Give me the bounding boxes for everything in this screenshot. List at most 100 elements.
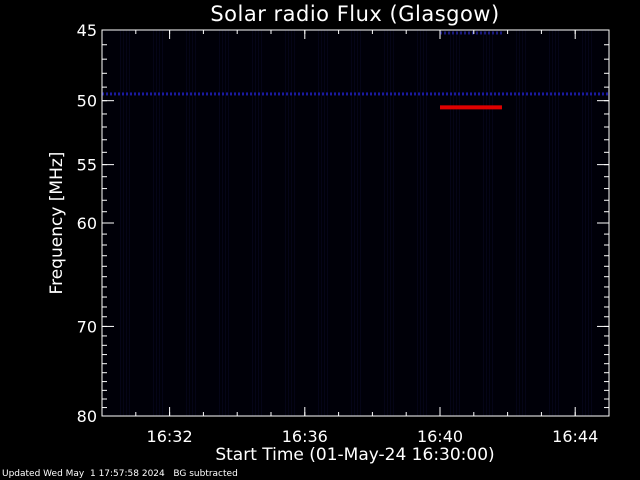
noise-column [192,30,193,416]
faint-band-dot [114,92,116,96]
faint-band-dot [142,92,144,96]
faint-band-dot [574,92,576,96]
faint-band-dot [510,92,512,96]
faint-band-dot [354,92,356,96]
faint-band-dot [254,92,256,96]
noise-column [228,30,229,416]
faint-band-dot [266,92,268,96]
faint-band-dot [462,92,464,96]
faint-band-dot [370,92,372,96]
faint-band-dot [602,92,604,96]
y-tick-label: 55 [77,156,97,175]
faint-band-dot [472,31,474,35]
faint-band-dot [182,92,184,96]
noise-column [489,30,490,416]
noise-column [582,30,583,416]
noise-column [162,30,163,416]
faint-band-dot [448,31,450,35]
faint-band-dot [464,31,466,35]
faint-band-dot [422,92,424,96]
faint-band-dot [110,92,112,96]
faint-band-dot [554,92,556,96]
noise-column [321,30,322,416]
faint-band-dot [210,92,212,96]
faint-band-dot [118,92,120,96]
updated-timestamp: Updated Wed May 1 17:57:58 2024 [2,469,165,479]
faint-band-dot [374,92,376,96]
faint-band-dot [274,92,276,96]
faint-band-dot [582,92,584,96]
faint-band-dot [158,92,160,96]
faint-band-dot [258,92,260,96]
faint-band-dot [318,92,320,96]
faint-band-dot [546,92,548,96]
faint-band-dot [330,92,332,96]
noise-column [456,30,457,416]
faint-band-dot [382,92,384,96]
faint-band-dot [106,92,108,96]
faint-band-dot [166,92,168,96]
noise-column [516,30,517,416]
noise-column [426,30,427,416]
noise-column [450,30,451,416]
noise-column [384,30,385,416]
faint-band-dot [500,31,502,35]
faint-band-dot [558,92,560,96]
plot-area [102,30,609,416]
faint-band-dot [170,92,172,96]
faint-band-dot [444,31,446,35]
faint-band-dot [146,92,148,96]
noise-column [294,30,295,416]
faint-band-dot [350,92,352,96]
faint-band-dot [174,92,176,96]
faint-band-dot [250,92,252,96]
x-tick-label: 16:40 [417,427,463,446]
x-axis-label: Start Time (01-May-24 16:30:00) [215,445,495,465]
faint-band-dot [126,92,128,96]
noise-column [519,30,520,416]
faint-band-dot [586,92,588,96]
faint-band-dot [474,92,476,96]
faint-band-dot [450,92,452,96]
y-tick-label: 60 [77,214,97,233]
noise-column [222,30,223,416]
faint-band-dot [362,92,364,96]
faint-band-dot [282,92,284,96]
faint-band-dot [492,31,494,35]
faint-band-dot [342,92,344,96]
noise-column [390,30,391,416]
faint-band-dot [378,92,380,96]
faint-band-dot [562,92,564,96]
faint-band-dot [488,31,490,35]
faint-band-dot [194,92,196,96]
noise-column [585,30,586,416]
faint-band-dot [456,31,458,35]
faint-band-dot [206,92,208,96]
y-tick-label: 70 [77,317,97,336]
faint-band-dot [390,92,392,96]
faint-band-dot [398,92,400,96]
faint-band-dot [506,92,508,96]
y-tick-label: 80 [77,407,97,426]
noise-column [123,30,124,416]
noise-column [153,30,154,416]
noise-column [261,30,262,416]
faint-band-dot [394,92,396,96]
noise-column [393,30,394,416]
faint-band-dot [358,92,360,96]
faint-band-dot [270,92,272,96]
y-tick-label: 45 [77,21,97,40]
faint-band-dot [278,92,280,96]
faint-band-dot [498,92,500,96]
faint-band-dot [434,92,436,96]
faint-band-dot [130,92,132,96]
faint-band-dot [496,31,498,35]
noise-column [354,30,355,416]
chart-title: Solar radio Flux (Glasgow) [210,2,500,26]
noise-column [255,30,256,416]
faint-band-dot [306,92,308,96]
bg-note: BG subtracted [173,469,238,479]
faint-band-dot [566,92,568,96]
faint-band-dot [246,92,248,96]
noise-column [558,30,559,416]
